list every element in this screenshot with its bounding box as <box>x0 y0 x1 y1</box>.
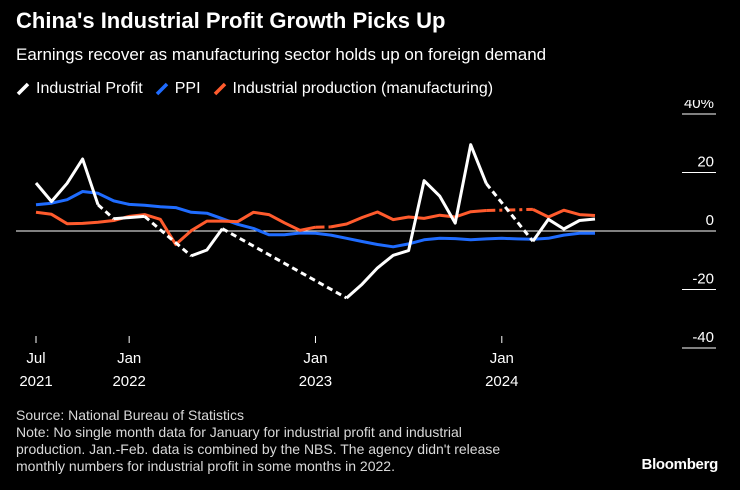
y-tick-label: 20 <box>697 154 714 171</box>
legend-label-ppi: PPI <box>174 80 201 97</box>
series-line-industrial-profit-dashed <box>143 215 193 258</box>
series-line-industrial-profit-dashed <box>97 203 115 220</box>
note-line-3: monthly numbers for industrial profit in… <box>16 458 395 474</box>
series-line-industrial-profit-solid <box>34 157 100 206</box>
series-line-industrial-profit-dashed <box>221 227 348 300</box>
bloomberg-logo: Bloomberg <box>641 456 719 473</box>
chart-title: China's Industrial Profit Growth Picks U… <box>16 8 446 33</box>
x-tick-label-month: Jan <box>303 350 327 367</box>
legend-item-industrial-profit: Industrial Profit <box>16 80 143 98</box>
y-tick-label: -40 <box>692 329 714 346</box>
series-line-industrial-profit-solid <box>345 143 488 300</box>
y-tick-label: 40% <box>684 100 714 112</box>
series-line-ppi-solid <box>35 190 595 249</box>
legend-item-industrial-production: Industrial production (manufacturing) <box>213 80 494 98</box>
line-chart: 40% 20 0 -20 -40 Jul 2021 Jan 2022 Jan 2023 Jan 2024 <box>16 100 716 390</box>
y-tick-label: 0 <box>706 212 714 229</box>
legend-swatch-industrial-profit <box>16 82 30 96</box>
footer: Source: National Bureau of Statistics No… <box>16 407 576 475</box>
x-tick-label-year: 2023 <box>299 373 332 390</box>
legend-swatch-ppi <box>155 82 168 96</box>
series-line-industrial-production-manufacturing-solid <box>35 210 316 246</box>
legend: Industrial Profit PPI Industrial product… <box>16 80 505 98</box>
note-line-1: Note: No single month data for January f… <box>16 424 462 440</box>
legend-label-industrial-profit: Industrial Profit <box>36 80 143 97</box>
series-line-industrial-profit-dashed <box>485 182 535 243</box>
series-layer <box>34 143 596 300</box>
series-line-industrial-production-manufacturing-dashdot <box>486 207 533 212</box>
note-line-2: production. Jan.-Feb. data is combined b… <box>16 441 501 457</box>
legend-swatch-industrial-production <box>213 82 226 96</box>
axes-layer: 40% 20 0 -20 -40 Jul 2021 Jan 2022 Jan 2023 Jan 2024 <box>16 100 716 390</box>
x-tick-label-month: Jul <box>26 350 45 367</box>
series-line-industrial-profit-solid <box>531 217 596 243</box>
x-tick-label-year: 2022 <box>112 373 145 390</box>
chart-subtitle: Earnings recover as manufacturing sector… <box>16 45 547 64</box>
y-tick-label: -20 <box>692 271 714 288</box>
x-tick-label-month: Jan <box>117 350 141 367</box>
legend-item-ppi: PPI <box>155 80 201 98</box>
x-tick-label-year: 2021 <box>19 373 52 390</box>
series-line-industrial-production-manufacturing-solid <box>532 208 596 219</box>
legend-label-industrial-production: Industrial production (manufacturing) <box>232 80 494 97</box>
x-tick-label-month: Jan <box>490 350 514 367</box>
source-text: Source: National Bureau of Statistics <box>16 407 245 423</box>
x-tick-label-year: 2024 <box>485 373 518 390</box>
series-line-industrial-production-manufacturing-solid <box>330 209 487 229</box>
series-line-industrial-profit-solid <box>190 227 224 258</box>
series-line-industrial-profit-solid <box>113 214 145 221</box>
